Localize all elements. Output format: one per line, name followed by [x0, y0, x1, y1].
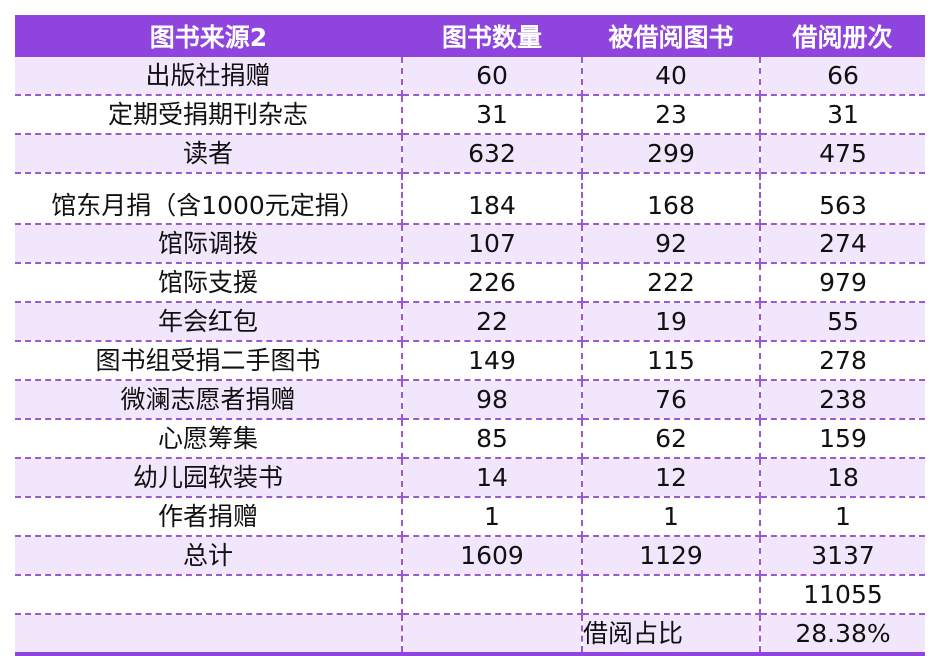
book-source-table: 图书来源2 图书数量 被借阅图书 借阅册次 出版社捐赠 60 40 66 定期受捐期刊杂志 31…: [15, 15, 925, 656]
table-row: 心愿筹集 85 62 159: [15, 419, 925, 459]
table-cell: 107: [402, 224, 583, 264]
table-cell: [15, 575, 403, 615]
table-cell: 18: [760, 458, 925, 498]
table-cell: 40: [582, 57, 761, 96]
table-cell: [402, 575, 583, 615]
table-cell: 159: [760, 419, 925, 459]
table-cell: 274: [760, 224, 925, 264]
table-cell: 微澜志愿者捐赠: [15, 380, 403, 420]
table-cell: 475: [760, 134, 925, 174]
table-row: 读者 632 299 475: [15, 134, 925, 174]
table-cell: 55: [760, 302, 925, 342]
table-cell: 作者捐赠: [15, 497, 403, 537]
table-cell: 226: [402, 263, 583, 303]
table-cell: 632: [402, 134, 583, 174]
table-row: 馆际支援 226 222 979: [15, 263, 925, 303]
table-cell: 98: [402, 380, 583, 420]
column-header: 图书数量: [402, 15, 582, 57]
table-cell: 幼儿园软装书: [15, 458, 403, 498]
table-cell: 馆际支援: [15, 263, 403, 303]
column-header: 借阅册次: [760, 15, 925, 57]
table-row: 11055: [15, 575, 925, 615]
table-row: 图书组受捐二手图书 149 115 278: [15, 341, 925, 381]
table-row: 出版社捐赠 60 40 66: [15, 57, 925, 96]
table-cell: 22: [402, 302, 583, 342]
table-cell: 23: [582, 95, 761, 135]
table-cell: [402, 614, 583, 656]
table-cell: 62: [582, 419, 761, 459]
table-cell: 28.38%: [760, 614, 925, 656]
table-row: 年会红包 22 19 55: [15, 302, 925, 342]
table-cell: 11055: [760, 575, 925, 615]
table-cell: 1129: [582, 536, 761, 576]
table-row: 馆东月捐（含1000元定捐） 184 168 563: [15, 173, 925, 225]
table-row: 馆际调拨 107 92 274: [15, 224, 925, 264]
table-cell: 60: [402, 57, 583, 96]
table-cell: 心愿筹集: [15, 419, 403, 459]
table-cell: 31: [760, 95, 925, 135]
table-cell: 66: [760, 57, 925, 96]
table-cell: 168: [582, 173, 761, 225]
table-cell: 年会红包: [15, 302, 403, 342]
table-cell: 图书组受捐二手图书: [15, 341, 403, 381]
table-row: 微澜志愿者捐赠 98 76 238: [15, 380, 925, 420]
table-cell: 馆东月捐（含1000元定捐）: [15, 173, 403, 225]
table-cell: 31: [402, 95, 583, 135]
table-cell: 979: [760, 263, 925, 303]
table-cell: 1: [402, 497, 583, 537]
table-cell: [582, 575, 761, 615]
table-cell: 馆际调拨: [15, 224, 403, 264]
table-cell: 借阅占比: [582, 614, 761, 656]
table-cell: 1: [582, 497, 761, 537]
table-cell: 3137: [760, 536, 925, 576]
table-cell: 85: [402, 419, 583, 459]
table-cell: 278: [760, 341, 925, 381]
table-cell: 76: [582, 380, 761, 420]
table-cell: 149: [402, 341, 583, 381]
table-cell: 238: [760, 380, 925, 420]
table-cell: 定期受捐期刊杂志: [15, 95, 403, 135]
table-cell: 184: [402, 173, 583, 225]
table-cell: 222: [582, 263, 761, 303]
table-row: 作者捐赠 1 1 1: [15, 497, 925, 537]
table-row: 幼儿园软装书 14 12 18: [15, 458, 925, 498]
table-cell: 19: [582, 302, 761, 342]
column-header: 图书来源2: [15, 15, 402, 57]
table-row: 定期受捐期刊杂志 31 23 31: [15, 95, 925, 135]
table-cell: 出版社捐赠: [15, 57, 403, 96]
table-cell: 读者: [15, 134, 403, 174]
table-cell: 1: [760, 497, 925, 537]
table-row: 借阅占比 28.38%: [15, 614, 925, 656]
table-cell: 92: [582, 224, 761, 264]
table-cell: 299: [582, 134, 761, 174]
table-row: 总计 1609 1129 3137: [15, 536, 925, 576]
table-cell: 14: [402, 458, 583, 498]
table-cell: 总计: [15, 536, 403, 576]
table-cell: 115: [582, 341, 761, 381]
table-cell: 563: [760, 173, 925, 225]
table-cell: 1609: [402, 536, 583, 576]
column-header: 被借阅图书: [582, 15, 760, 57]
table-cell: [15, 614, 403, 656]
header-row: 图书来源2 图书数量 被借阅图书 借阅册次: [15, 15, 925, 57]
table-cell: 12: [582, 458, 761, 498]
